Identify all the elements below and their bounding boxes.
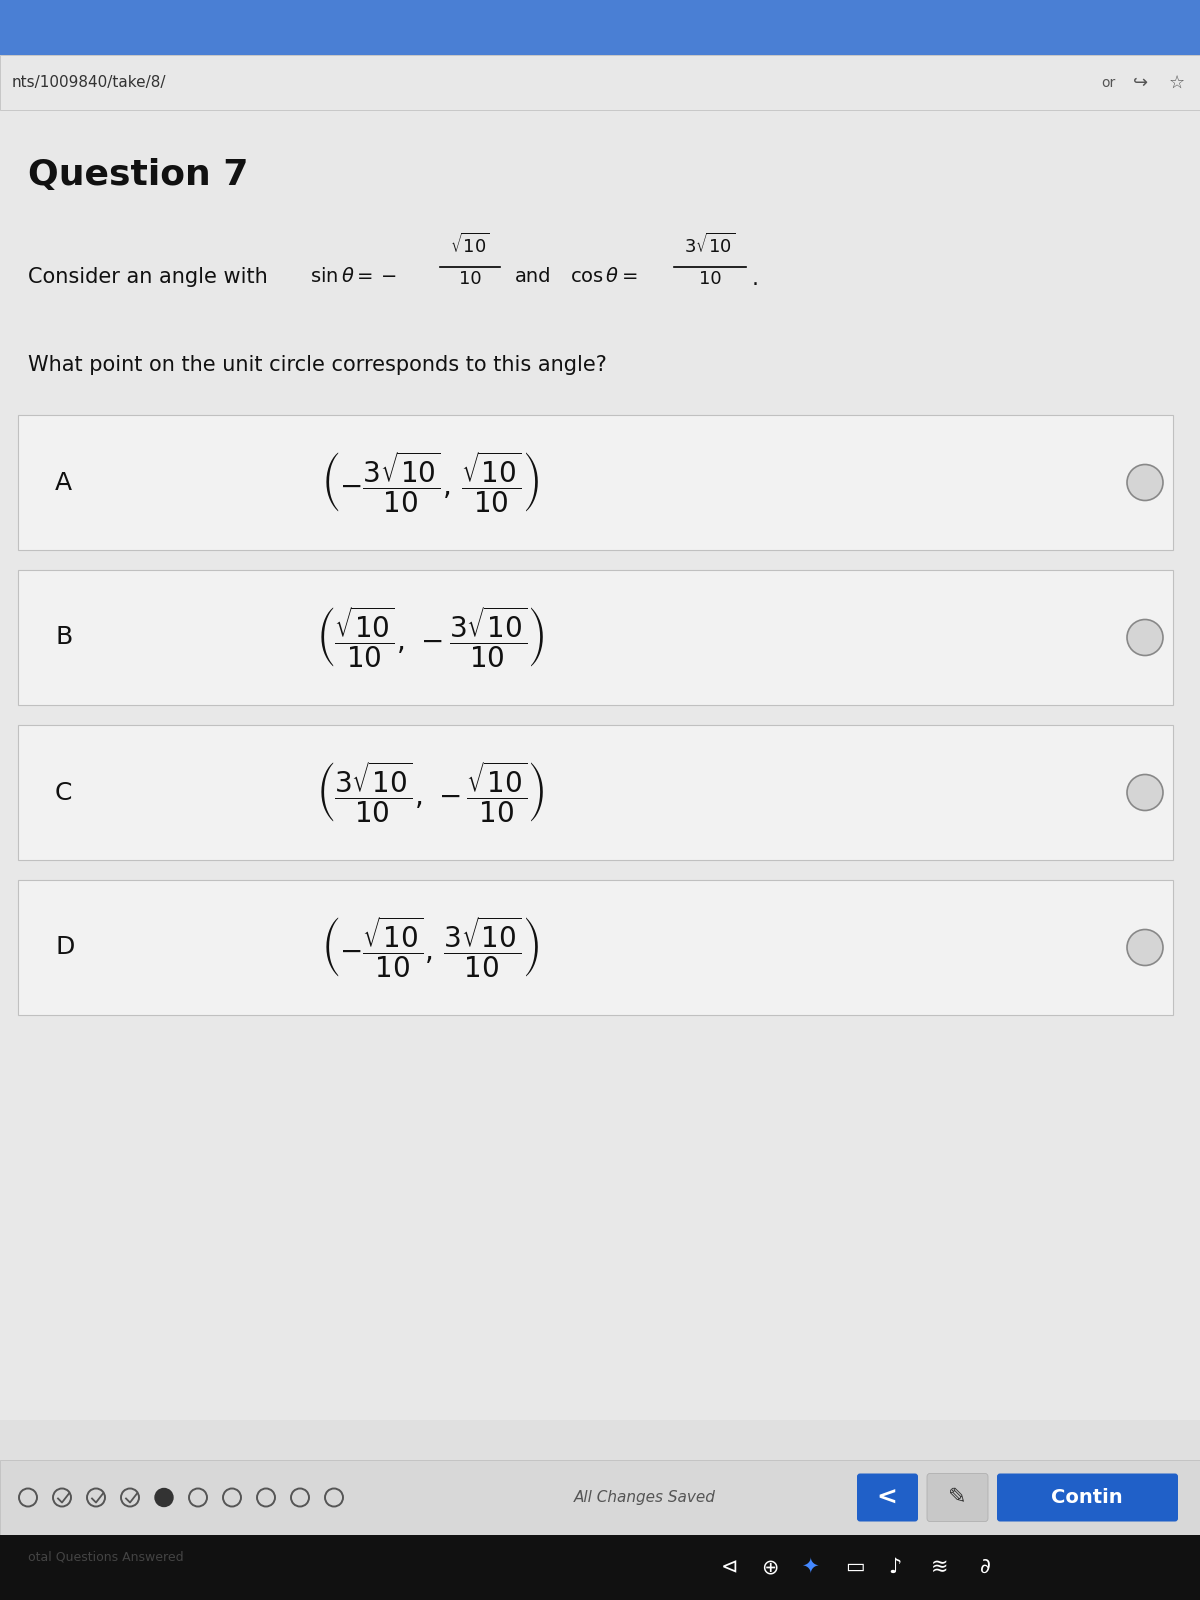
Text: ♪: ♪: [888, 1557, 901, 1578]
Text: ✎: ✎: [948, 1488, 966, 1507]
FancyBboxPatch shape: [857, 1474, 918, 1522]
Text: .: .: [752, 269, 760, 290]
Text: A: A: [55, 470, 72, 494]
Circle shape: [1127, 464, 1163, 501]
Text: ☆: ☆: [1169, 74, 1186, 91]
FancyBboxPatch shape: [18, 725, 1174, 861]
Text: ≋: ≋: [931, 1557, 949, 1578]
Text: nts/1009840/take/8/: nts/1009840/take/8/: [12, 75, 167, 91]
Text: $\left(-\dfrac{3\sqrt{10}}{10},\,\dfrac{\sqrt{10}}{10}\right)$: $\left(-\dfrac{3\sqrt{10}}{10},\,\dfrac{…: [322, 450, 539, 515]
Text: 10: 10: [698, 270, 721, 288]
Circle shape: [1127, 774, 1163, 811]
FancyBboxPatch shape: [18, 880, 1174, 1014]
FancyBboxPatch shape: [997, 1474, 1178, 1522]
Text: ▭: ▭: [845, 1557, 865, 1578]
FancyBboxPatch shape: [0, 1534, 1200, 1600]
Text: $\sin\theta = -$: $\sin\theta = -$: [310, 267, 397, 286]
Text: $\sqrt{10}$: $\sqrt{10}$: [450, 234, 490, 258]
Text: ↪: ↪: [1133, 74, 1148, 91]
FancyBboxPatch shape: [18, 414, 1174, 550]
Text: otal Questions Answered: otal Questions Answered: [28, 1550, 184, 1565]
Text: ⊲: ⊲: [721, 1557, 739, 1578]
Text: B: B: [55, 626, 72, 650]
Text: $\left(\dfrac{3\sqrt{10}}{10},\,-\dfrac{\sqrt{10}}{10}\right)$: $\left(\dfrac{3\sqrt{10}}{10},\,-\dfrac{…: [316, 760, 545, 826]
Text: ✦: ✦: [802, 1557, 818, 1578]
Text: $\left(-\dfrac{\sqrt{10}}{10},\,\dfrac{3\sqrt{10}}{10}\right)$: $\left(-\dfrac{\sqrt{10}}{10},\,\dfrac{3…: [322, 915, 539, 981]
Circle shape: [1127, 930, 1163, 965]
Text: D: D: [55, 936, 74, 960]
Circle shape: [155, 1488, 173, 1507]
Circle shape: [1127, 619, 1163, 656]
FancyBboxPatch shape: [0, 0, 1200, 54]
Text: ∂: ∂: [979, 1557, 990, 1578]
Text: Contin: Contin: [1051, 1488, 1123, 1507]
FancyBboxPatch shape: [928, 1474, 988, 1522]
Text: What point on the unit circle corresponds to this angle?: What point on the unit circle correspond…: [28, 355, 607, 374]
Text: <: <: [876, 1485, 898, 1509]
Text: All Changes Saved: All Changes Saved: [574, 1490, 716, 1506]
FancyBboxPatch shape: [0, 1459, 1200, 1534]
Text: 10: 10: [458, 270, 481, 288]
Text: ⊕: ⊕: [761, 1557, 779, 1578]
FancyBboxPatch shape: [18, 570, 1174, 706]
Text: or: or: [1100, 75, 1115, 90]
Text: Question 7: Question 7: [28, 158, 248, 192]
Text: Consider an angle with: Consider an angle with: [28, 267, 268, 286]
Text: $3\sqrt{10}$: $3\sqrt{10}$: [684, 234, 736, 258]
Text: $\cos\theta =$: $\cos\theta =$: [570, 267, 638, 286]
Text: C: C: [55, 781, 72, 805]
FancyBboxPatch shape: [0, 110, 1200, 1421]
Text: and: and: [515, 267, 552, 286]
FancyBboxPatch shape: [0, 54, 1200, 110]
Text: $\left(\dfrac{\sqrt{10}}{10},\,-\dfrac{3\sqrt{10}}{10}\right)$: $\left(\dfrac{\sqrt{10}}{10},\,-\dfrac{3…: [316, 605, 545, 670]
